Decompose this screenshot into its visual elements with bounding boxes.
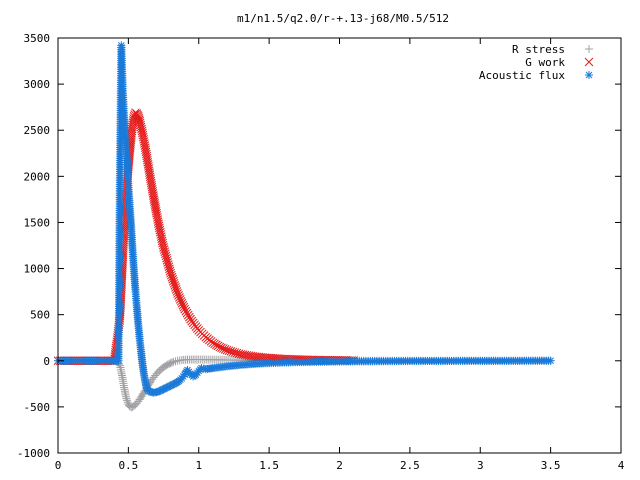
x-tick-label: 2 [336,459,343,472]
x-tick-label: 0 [55,459,62,472]
legend-marker-acoustic-flux [585,71,593,79]
data-point-acoustic-flux [160,384,169,393]
data-point-acoustic-flux [156,386,165,395]
x-tick-label: 2.5 [400,459,420,472]
data-point-g-work [180,304,190,314]
data-point-g-work [185,312,194,322]
data-point-r-stress [125,401,134,410]
y-tick-label: -1000 [17,447,50,460]
y-tick-label: 1500 [24,216,51,229]
data-point-g-work [186,314,195,324]
plot-area [53,41,555,412]
data-point-g-work [182,308,192,318]
data-point-acoustic-flux [155,387,164,396]
data-point-acoustic-flux [159,385,168,394]
data-point-acoustic-flux [158,385,167,394]
x-tick-label: 1 [195,459,202,472]
data-point-g-work [183,310,193,320]
y-tick-label: 0 [43,355,50,368]
x-tick-label: 3.5 [541,459,561,472]
x-tick-label: 0.5 [118,459,138,472]
data-point-r-stress [122,396,131,405]
legend-label-acoustic-flux: Acoustic flux [479,69,565,82]
data-point-r-stress [168,358,177,367]
data-point-r-stress [171,357,180,366]
y-tick-label: 1000 [24,263,51,276]
data-point-acoustic-flux [546,356,555,365]
y-tick-label: 2500 [24,124,51,137]
legend-marker-r-stress [585,45,593,53]
y-tick-label: 3000 [24,78,51,91]
data-point-acoustic-flux [169,380,178,389]
x-tick-label: 1.5 [259,459,279,472]
series-acoustic-flux [54,41,555,397]
y-tick-label: 2000 [24,170,51,183]
data-point-acoustic-flux [166,381,175,390]
y-tick-label: 3500 [24,32,51,45]
data-point-acoustic-flux [163,383,172,392]
data-point-acoustic-flux [165,382,174,391]
data-point-acoustic-flux [168,380,177,389]
legend-label-r-stress: R stress [512,43,565,56]
data-point-g-work [134,115,144,124]
data-point-acoustic-flux [170,379,179,388]
legend-label-g-work: G work [525,56,565,69]
x-tick-label: 4 [618,459,625,472]
data-point-acoustic-flux [162,383,171,392]
y-tick-label: 500 [30,309,50,322]
data-point-g-work [134,113,144,123]
x-tick-label: 3 [477,459,484,472]
legend-marker-g-work [584,57,594,67]
data-point-r-stress [169,357,178,366]
data-point-g-work [181,306,191,316]
y-tick-label: -500 [24,401,51,414]
chart-title: m1/n1.5/q2.0/r-+.13-j68/M0.5/512 [237,12,449,25]
axes: 0 0.5 1 1.5 2 2.5 3 3.5 4 -1000 -500 0 500 1000 1500 20… [17,32,625,472]
